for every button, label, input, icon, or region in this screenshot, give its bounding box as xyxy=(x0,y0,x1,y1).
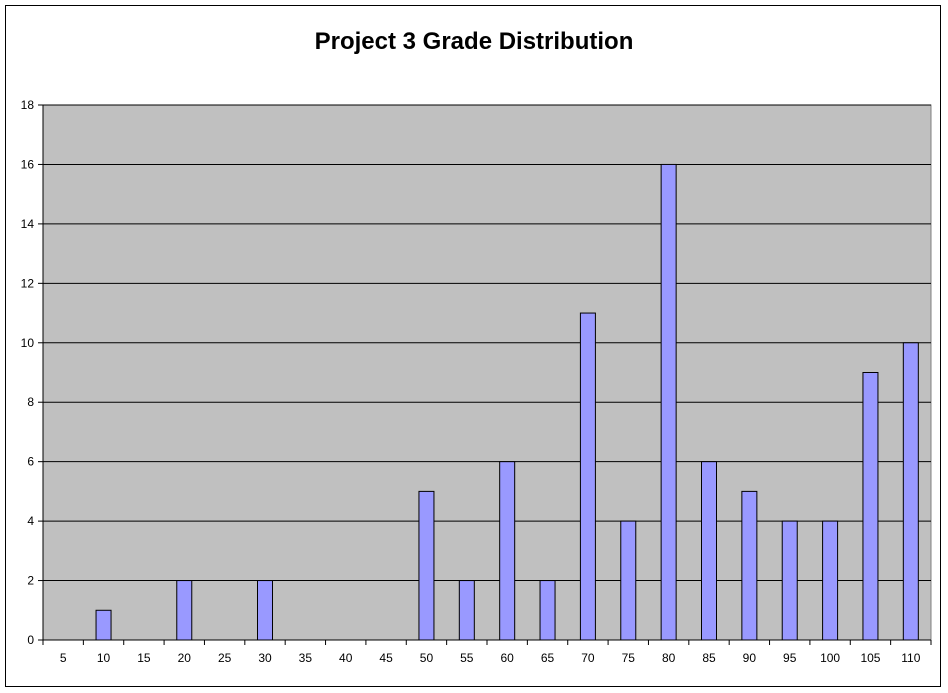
x-tick-label-30: 30 xyxy=(258,651,272,665)
bar-60 xyxy=(499,461,516,641)
bar-30 xyxy=(257,580,273,641)
gridlines xyxy=(43,104,931,582)
bar-85 xyxy=(701,461,717,641)
y-tick-label-4: 4 xyxy=(27,514,34,528)
bar-50 xyxy=(418,490,435,641)
bar-75 xyxy=(620,520,637,641)
bar-90 xyxy=(741,490,758,641)
y-tick-labels: 0 2 4 6 8 10 12 14 16 18 xyxy=(21,98,35,647)
y-tick-label-0: 0 xyxy=(27,633,34,647)
y-tick-label-6: 6 xyxy=(27,455,34,469)
x-tick-label-25: 25 xyxy=(218,651,232,665)
bar-10 xyxy=(95,609,112,641)
bar-110 xyxy=(902,342,919,641)
x-tick-label-100: 100 xyxy=(820,651,840,665)
x-tick-label-75: 75 xyxy=(622,651,636,665)
x-tick-label-50: 50 xyxy=(420,651,434,665)
x-tick-label-85: 85 xyxy=(702,651,716,665)
x-tick-label-80: 80 xyxy=(662,651,676,665)
x-tick-label-90: 90 xyxy=(743,651,757,665)
y-tick-label-10: 10 xyxy=(21,336,35,350)
bars-group xyxy=(95,163,919,641)
plot-area xyxy=(42,104,932,641)
x-tick-labels: 5 10 15 20 25 30 35 40 45 50 55 60 65 70 75 80 85 90 95 100… xyxy=(60,651,921,665)
bar-80 xyxy=(660,163,677,641)
bar-100 xyxy=(822,520,839,641)
x-tick-label-45: 45 xyxy=(379,651,393,665)
y-tick-label-8: 8 xyxy=(27,395,34,409)
bar-65 xyxy=(539,580,556,641)
y-tick-label-2: 2 xyxy=(27,574,34,588)
bar-20 xyxy=(176,580,193,641)
x-tick-label-55: 55 xyxy=(460,651,474,665)
bar-105 xyxy=(862,372,879,641)
x-tick-label-60: 60 xyxy=(501,651,515,665)
bar-55 xyxy=(458,580,475,641)
y-tick-label-16: 16 xyxy=(21,157,35,171)
x-tick-label-65: 65 xyxy=(541,651,555,665)
x-tick-label-110: 110 xyxy=(901,651,920,665)
x-tick-label-70: 70 xyxy=(581,651,595,665)
x-tick-label-105: 105 xyxy=(860,651,880,665)
bar-95 xyxy=(781,520,798,641)
axes xyxy=(38,104,932,645)
y-tick-label-18: 18 xyxy=(21,98,35,112)
chart-title: Project 3 Grade Distribution xyxy=(314,28,634,55)
x-tick-label-20: 20 xyxy=(178,651,192,665)
x-tick-label-5: 5 xyxy=(60,651,67,665)
x-tick-label-10: 10 xyxy=(97,651,111,665)
x-tick-label-95: 95 xyxy=(783,651,797,665)
x-tick-label-15: 15 xyxy=(137,651,151,665)
y-tick-label-14: 14 xyxy=(21,217,35,231)
y-tick-label-12: 12 xyxy=(21,276,35,290)
x-tick-label-40: 40 xyxy=(339,651,353,665)
bar-70 xyxy=(579,312,596,641)
x-tick-label-35: 35 xyxy=(299,651,313,665)
